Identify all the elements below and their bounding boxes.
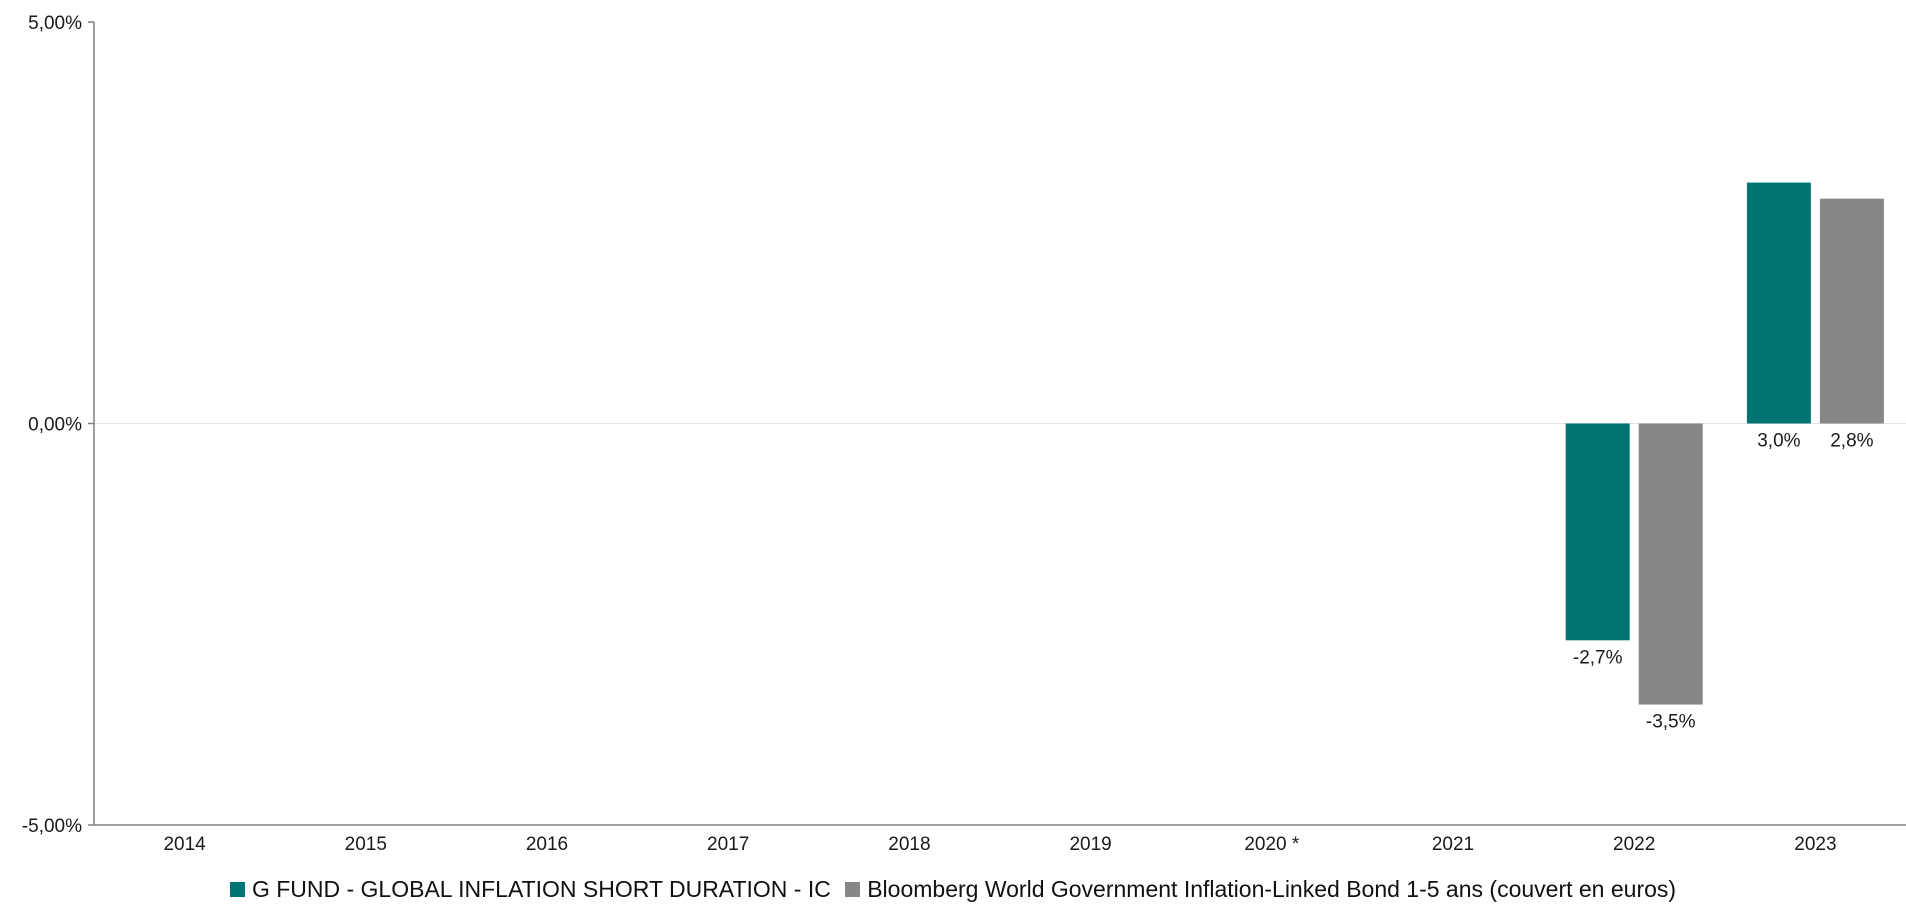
x-tick-label: 2021: [1432, 834, 1474, 855]
legend-swatch-benchmark: [845, 882, 861, 897]
axes: [93, 22, 1906, 826]
y-tick-label: 5,00%: [28, 13, 82, 34]
x-tick-label: 2023: [1794, 834, 1836, 855]
x-tick-label: 2014: [163, 834, 206, 855]
x-tick-label: 2022: [1613, 834, 1655, 855]
legend-swatch-fund: [229, 882, 245, 897]
bars: [1565, 182, 1884, 705]
y-tick-label: -5,00%: [22, 816, 82, 837]
x-tick-label: 2017: [707, 834, 749, 855]
bar: [1746, 182, 1811, 424]
x-tick-label: 2019: [1069, 834, 1111, 855]
data-labels: -2,7% 3,0% -3,5% 2,8%: [1573, 431, 1874, 733]
x-tick-label: 2016: [526, 834, 568, 855]
data-label: 3,0%: [1757, 431, 1800, 452]
y-tick-label: 0,00%: [28, 415, 82, 436]
data-label: 2,8%: [1830, 431, 1873, 452]
y-axis-labels: 5,00% 0,00% -5,00%: [22, 13, 82, 837]
x-tick-label: 2015: [345, 834, 387, 855]
bar: [1565, 423, 1630, 641]
legend: G FUND - GLOBAL INFLATION SHORT DURATION…: [0, 876, 1906, 902]
data-label: -2,7%: [1573, 647, 1623, 668]
legend-item-benchmark: Bloomberg World Government Inflation-Lin…: [845, 876, 1676, 903]
x-tick-label: 2020 *: [1244, 834, 1300, 855]
legend-label-benchmark: Bloomberg World Government Inflation-Lin…: [867, 876, 1677, 902]
x-axis-labels: 2014 2015 2016 2017 2018 2019 2020 * 2021 2022 20…: [163, 834, 1836, 855]
bar: [1819, 198, 1884, 424]
data-label: -3,5%: [1646, 712, 1696, 733]
legend-item-fund: G FUND - GLOBAL INFLATION SHORT DURATION…: [229, 876, 831, 903]
legend-label-fund: G FUND - GLOBAL INFLATION SHORT DURATION…: [251, 876, 831, 902]
grid: [88, 21, 1906, 826]
bar: [1638, 423, 1703, 705]
x-tick-label: 2018: [888, 834, 930, 855]
